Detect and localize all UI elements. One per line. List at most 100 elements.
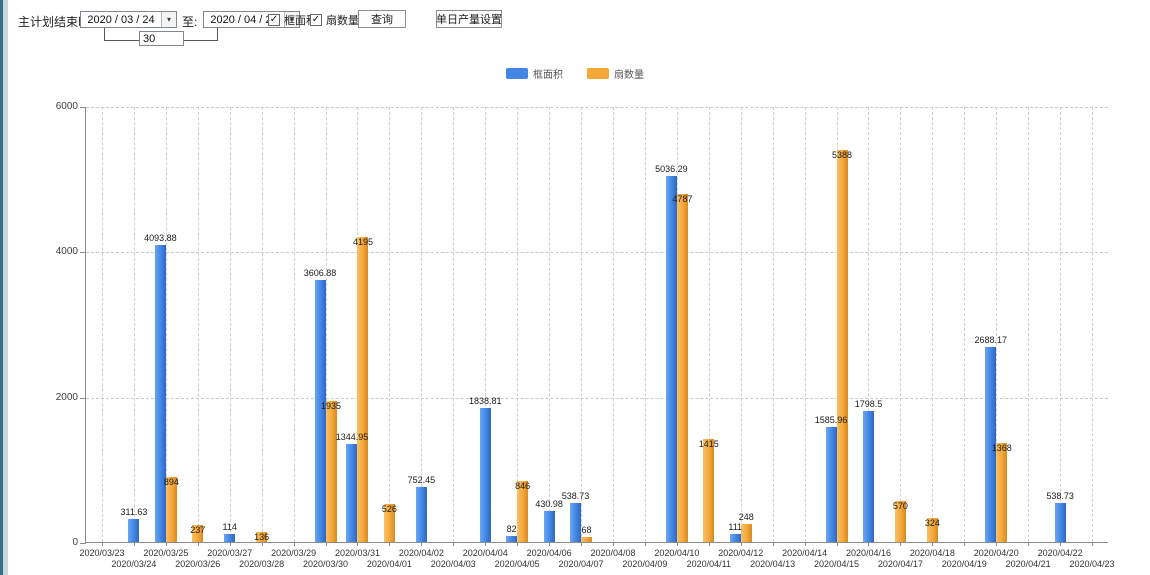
x-axis-label: 2020/04/11	[686, 559, 731, 569]
checkbox-fan-count[interactable]: ✓ 扇数量	[310, 12, 359, 28]
bar-value-label: 1585.96	[814, 414, 848, 425]
bar-框面积-2020/03/31[interactable]	[346, 444, 358, 542]
x-gridline	[485, 107, 487, 542]
bar-框面积-2020/03/25[interactable]	[154, 244, 166, 542]
category-slot: 2020/04/02 752.45	[399, 107, 444, 558]
x-gridline	[1028, 107, 1030, 542]
bar-扇数量-2020/03/28[interactable]	[256, 532, 268, 542]
category-slot: 2020/04/14	[782, 107, 827, 558]
bar-框面积-2020/04/15[interactable]	[825, 426, 837, 542]
date-from-value: 2020 / 03 / 24	[87, 13, 155, 26]
bar-框面积-2020/04/05[interactable]	[506, 536, 518, 542]
x-gridline	[197, 107, 199, 542]
bar-扇数量-2020/03/31[interactable]	[357, 237, 369, 542]
x-axis-tick	[165, 542, 167, 546]
category-slot: 2020/04/01 526	[367, 107, 412, 569]
legend-item-fan-count[interactable]: 扇数量	[587, 66, 644, 81]
x-axis-tick	[644, 542, 646, 546]
bar-框面积-2020/04/07[interactable]	[570, 502, 582, 542]
bar-框面积-2020/04/06[interactable]	[543, 510, 555, 542]
x-gridline	[1060, 107, 1062, 542]
x-gridline	[644, 107, 646, 542]
bar-扇数量-2020/04/01[interactable]	[383, 503, 395, 542]
legend-item-frame-area[interactable]: 框面积	[506, 66, 563, 81]
category-slot: 2020/04/18 324	[910, 107, 955, 558]
x-gridline	[964, 107, 966, 542]
bar-扇数量-2020/03/26[interactable]	[192, 524, 204, 542]
y-gridline	[86, 252, 1108, 254]
x-axis-tick	[581, 542, 583, 546]
x-gridline	[708, 107, 710, 542]
bar-框面积-2020/03/24[interactable]	[128, 519, 140, 542]
x-axis-label: 2020/04/18	[909, 548, 955, 558]
x-axis-tick	[1028, 542, 1030, 546]
bar-扇数量-2020/03/25[interactable]	[165, 477, 177, 542]
x-axis-label: 2020/04/15	[814, 559, 860, 569]
category-slot: 2020/03/24 311.63	[111, 107, 156, 569]
y-axis-tick	[80, 107, 86, 108]
x-axis-tick	[996, 542, 998, 546]
x-axis-label: 2020/03/25	[143, 548, 189, 558]
bar-扇数量-2020/03/30[interactable]	[325, 401, 337, 542]
x-axis-tick	[293, 542, 295, 546]
bar-value-label: 538.73	[561, 490, 590, 501]
bar-框面积-2020/04/22[interactable]	[1054, 502, 1066, 542]
bar-框面积-2020/04/02[interactable]	[415, 487, 427, 542]
x-axis-label: 2020/03/28	[239, 559, 285, 569]
bar-框面积-2020/04/12[interactable]	[729, 533, 741, 542]
date-from-picker[interactable]: 2020 / 03 / 24 ▾	[80, 11, 177, 28]
interval-days-input[interactable]	[139, 31, 184, 46]
chevron-down-icon[interactable]: ▾	[161, 12, 176, 27]
query-button[interactable]: 查询	[358, 10, 406, 28]
bar-扇数量-2020/04/17[interactable]	[894, 500, 906, 542]
x-axis-tick	[133, 542, 135, 546]
x-gridline	[293, 107, 295, 542]
bar-扇数量-2020/04/11[interactable]	[703, 439, 715, 542]
window-edge-light	[3, 0, 8, 575]
chart-slots: 2020/03/23 2020/03/24 311.63 2020/03/25 4093…	[79, 107, 1115, 569]
bar-value-label: 1415	[698, 439, 719, 450]
x-gridline	[549, 107, 551, 542]
bar-value-label: 136	[254, 532, 270, 543]
category-slot: 2020/04/09	[622, 107, 667, 569]
x-gridline	[389, 107, 391, 542]
x-axis-label: 2020/04/06	[526, 548, 572, 558]
y-axis-label: 0	[72, 537, 78, 548]
bar-扇数量-2020/04/12[interactable]	[740, 523, 752, 542]
bar-扇数量-2020/04/20[interactable]	[996, 442, 1008, 542]
bar-扇数量-2020/04/07[interactable]	[581, 537, 593, 542]
checkbox-frame-area[interactable]: ✓ 框面积	[268, 12, 317, 28]
bar-框面积-2020/04/20[interactable]	[985, 346, 997, 542]
daily-output-settings-button[interactable]: 单日产量设置	[436, 10, 502, 28]
x-axis-label: 2020/04/20	[973, 548, 1019, 558]
category-slot: 2020/04/21	[1006, 107, 1051, 569]
bar-框面积-2020/04/16[interactable]	[862, 411, 874, 542]
bar-value-label: 4093.88	[144, 232, 177, 243]
legend-label: 扇数量	[614, 70, 644, 81]
x-axis-label: 2020/04/07	[558, 559, 604, 569]
chevron-down-icon[interactable]: ▾	[284, 12, 299, 27]
bar-value-label: 752.45	[407, 475, 436, 486]
checkbox-frame-area-label: 框面积	[284, 15, 317, 27]
bar-框面积-2020/03/27[interactable]	[224, 533, 236, 542]
bar-value-label: 237	[190, 524, 206, 535]
category-slot: 2020/03/26 237	[175, 107, 220, 569]
bar-value-label: 114	[222, 521, 237, 532]
x-axis-tick	[836, 542, 838, 546]
bar-扇数量-2020/04/10[interactable]	[676, 194, 688, 542]
x-gridline	[165, 107, 167, 542]
bar-扇数量-2020/04/15[interactable]	[836, 150, 848, 542]
bar-扇数量-2020/04/05[interactable]	[517, 480, 529, 542]
bar-框面积-2020/03/30[interactable]	[314, 279, 326, 542]
checkbox-checked-icon[interactable]: ✓	[268, 14, 280, 26]
bar-value-label: 1798.5	[854, 399, 883, 410]
bar-框面积-2020/04/10[interactable]	[665, 176, 677, 542]
bar-框面积-2020/04/04[interactable]	[479, 408, 491, 542]
bar-value-label: 1344.95	[335, 432, 369, 443]
category-slot: 2020/03/31 1344.95 4195	[335, 107, 380, 558]
bar-value-label: 4787	[672, 194, 693, 205]
checkbox-checked-icon[interactable]: ✓	[310, 14, 322, 26]
x-axis-label: 2020/04/05	[494, 559, 540, 569]
x-axis-label: 2020/04/21	[1005, 559, 1051, 569]
bar-扇数量-2020/04/18[interactable]	[926, 518, 938, 542]
